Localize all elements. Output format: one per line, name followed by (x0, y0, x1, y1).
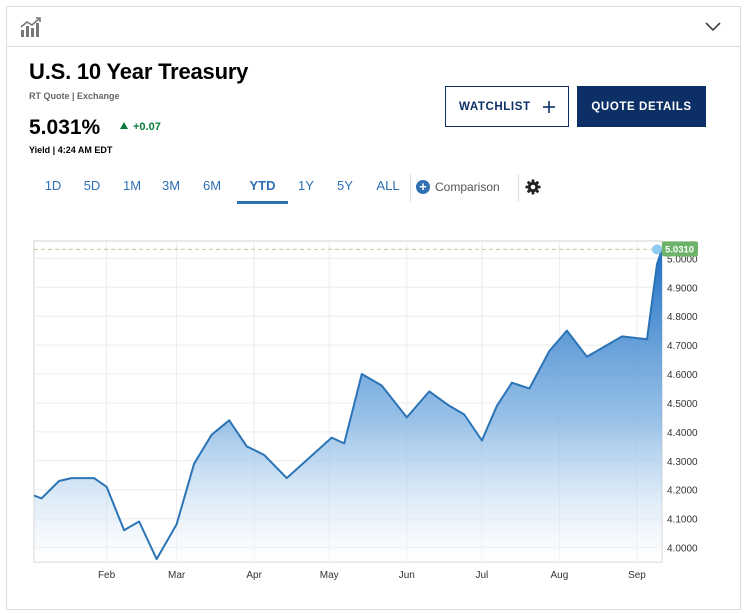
y-tick-label: 4.8000 (667, 312, 698, 323)
chevron-down-icon[interactable] (704, 19, 722, 33)
price-change: +0.07 (120, 121, 161, 133)
chart-bars-icon (20, 17, 41, 37)
y-tick-label: 4.7000 (667, 341, 698, 352)
y-tick-label: 4.3000 (667, 457, 698, 468)
x-tick-label: Jun (399, 570, 415, 581)
quote-details-label: QUOTE DETAILS (591, 100, 692, 113)
quote-details-button[interactable]: QUOTE DETAILS (577, 86, 706, 127)
last-point-marker (652, 244, 662, 255)
y-tick-label: 4.2000 (667, 486, 698, 497)
watchlist-button[interactable]: WATCHLIST (445, 86, 569, 127)
x-tick-label: Feb (98, 570, 116, 581)
x-tick-label: Sep (628, 570, 646, 581)
range-tab-3m[interactable]: 3M (161, 178, 181, 193)
y-tick-label: 4.5000 (667, 399, 698, 410)
y-tick-label: 4.9000 (667, 283, 698, 294)
comparison-button[interactable]: + Comparison (416, 178, 500, 196)
y-tick-label: 4.6000 (667, 370, 698, 381)
quote-source: RT Quote | Exchange (29, 91, 120, 101)
tab-divider (410, 174, 411, 202)
tab-divider (518, 174, 519, 202)
y-tick-label: 4.1000 (667, 515, 698, 526)
series-line (33, 249, 663, 561)
plus-icon (543, 101, 555, 113)
series-area (34, 249, 662, 562)
watchlist-button-label: WATCHLIST (459, 100, 531, 113)
range-tab-ytd[interactable]: YTD (237, 178, 288, 204)
quote-meta: Yield | 4:24 AM EDT (29, 145, 113, 155)
last-value-badge (662, 241, 698, 257)
y-tick-label: 5.0000 (667, 254, 698, 265)
plus-circle-icon: + (416, 180, 430, 194)
x-tick-label: Mar (168, 570, 186, 581)
range-tab-all[interactable]: ALL (376, 178, 400, 193)
range-tab-1y[interactable]: 1Y (298, 178, 314, 193)
page-title: U.S. 10 Year Treasury (29, 59, 249, 84)
price-change-value: +0.07 (133, 121, 161, 133)
range-tab-1d[interactable]: 1D (44, 178, 62, 193)
up-arrow-icon (120, 122, 128, 129)
comparison-label: Comparison (435, 180, 500, 194)
range-tab-1m[interactable]: 1M (122, 178, 142, 193)
x-tick-label: Jul (475, 570, 488, 581)
card-header-bar (7, 7, 740, 47)
gear-icon[interactable] (525, 179, 541, 195)
y-tick-label: 4.4000 (667, 428, 698, 439)
range-tab-5d[interactable]: 5D (83, 178, 101, 193)
range-tab-6m[interactable]: 6M (202, 178, 222, 193)
x-tick-label: Apr (246, 570, 262, 581)
y-tick-label: 4.0000 (667, 544, 698, 555)
x-tick-label: Aug (551, 570, 569, 581)
last-price: 5.031% (29, 116, 101, 139)
x-tick-label: May (320, 570, 339, 581)
range-tab-5y[interactable]: 5Y (337, 178, 353, 193)
last-value-label: 5.0310 (665, 244, 694, 255)
